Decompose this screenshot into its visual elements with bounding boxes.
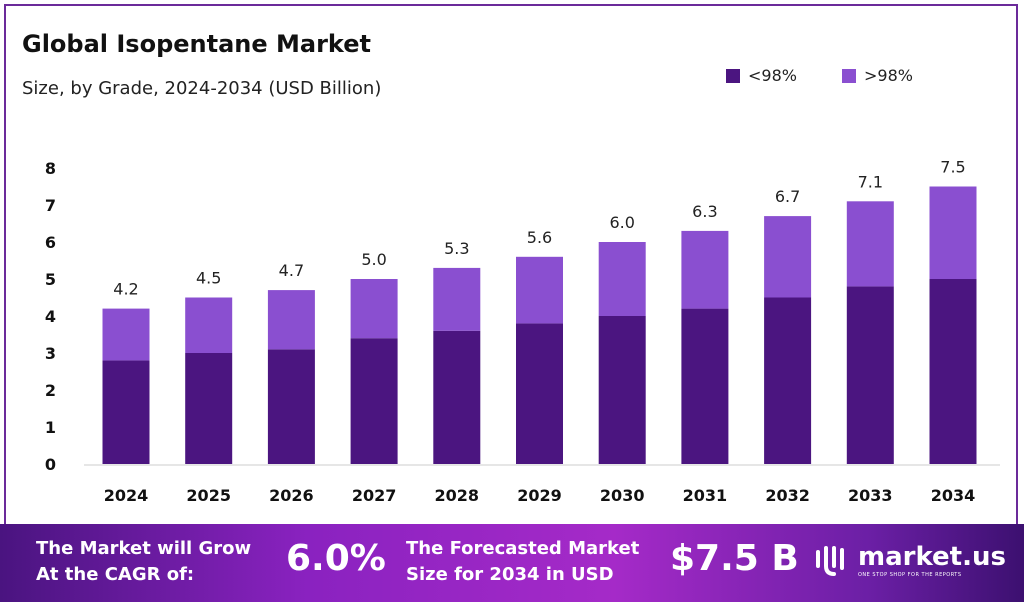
cagr-label-line1: The Market will Grow [36,538,252,559]
summary-banner: The Market will Grow At the CAGR of: 6.0… [0,524,1024,602]
y-tick-label: 2 [45,381,56,400]
bar-lt98-2032 [764,297,812,464]
bar-gt98-2033 [846,201,894,287]
data-label: 5.3 [444,239,469,258]
data-label: 5.6 [527,228,552,247]
cagr-label-line2: At the CAGR of: [36,564,195,585]
bar-gt98-2031 [681,230,729,309]
bar-lt98-2034 [929,279,977,464]
x-tick-label: 2024 [104,486,149,505]
x-tick-label: 2033 [848,486,893,505]
cagr-label: The Market will Grow At the CAGR of: [36,536,251,588]
bar-plot: 0 1 2 3 4 5 6 7 8 4.2 2024 4.5 2025 4.7 2026 5.0 2027 5.3… [45,158,1000,505]
y-tick-label: 8 [45,159,56,178]
legend-swatch [842,68,856,83]
bar-gt98-2029 [516,256,563,324]
logo-tagline: ONE STOP SHOP FOR THE REPORTS [858,572,962,578]
data-label: 5.0 [361,250,386,269]
data-label: 6.3 [692,202,717,221]
bar-gt98-2025 [185,297,233,353]
bar-lt98-2031 [681,308,729,464]
y-tick-label: 3 [45,344,56,363]
bar-gt98-2032 [764,216,812,298]
bar-lt98-2024 [102,360,150,464]
x-tick-label: 2034 [931,486,976,505]
chart-frame [4,4,1018,524]
forecast-label-line2: Size for 2034 in USD [406,564,614,585]
cagr-value: 6.0% [286,538,386,579]
bar-lt98-2029 [516,323,563,464]
y-tick-label: 4 [45,307,56,326]
x-tick-label: 2026 [269,486,314,505]
forecast-label: The Forecasted Market Size for 2034 in U… [406,536,639,588]
bar-lt98-2033 [846,286,894,464]
legend-label: >98% [864,66,913,85]
legend-item-gt98: >98% [842,66,913,85]
y-tick-label: 1 [45,418,56,437]
bar-lt98-2027 [350,338,398,464]
forecast-label-line1: The Forecasted Market [406,538,640,559]
x-tick-label: 2025 [186,486,231,505]
chart-title: Global Isopentane Market [22,30,371,58]
y-tick-label: 7 [45,196,56,215]
logo-icon [816,546,844,576]
bar-gt98-2026 [267,290,315,350]
marketus-logo: market.us ONE STOP SHOP FOR THE REPORTS [812,542,1006,578]
x-tick-label: 2030 [600,486,645,505]
x-tick-label: 2031 [683,486,728,505]
y-tick-label: 5 [45,270,56,289]
bar-lt98-2026 [267,349,315,464]
x-tick-label: 2028 [435,486,480,505]
x-tick-label: 2029 [517,486,562,505]
bar-lt98-2030 [598,316,646,464]
bar-gt98-2030 [598,242,646,316]
chart-subtitle: Size, by Grade, 2024-2034 (USD Billion) [22,78,382,99]
x-tick-label: 2032 [765,486,810,505]
legend-item-lt98: <98% [726,66,797,85]
data-label: 6.0 [609,213,634,232]
data-label: 7.1 [858,172,883,191]
y-tick-label: 6 [45,233,56,252]
logo-name: market.us [858,542,1006,572]
x-tick-label: 2027 [352,486,397,505]
forecast-value: $7.5 B [670,538,799,579]
bar-gt98-2024 [102,308,150,361]
y-tick-label: 0 [45,455,56,474]
bar-gt98-2034 [929,186,977,279]
bar-lt98-2025 [185,353,233,464]
bar-gt98-2028 [433,267,481,331]
legend-swatch [726,68,740,83]
data-label: 7.5 [940,158,965,177]
data-label: 4.7 [279,261,304,280]
data-label: 4.2 [113,280,138,299]
bar-lt98-2028 [433,330,481,464]
bar-gt98-2027 [350,279,398,339]
data-label: 4.5 [196,269,221,288]
legend-label: <98% [748,66,797,85]
data-label: 6.7 [775,187,800,206]
